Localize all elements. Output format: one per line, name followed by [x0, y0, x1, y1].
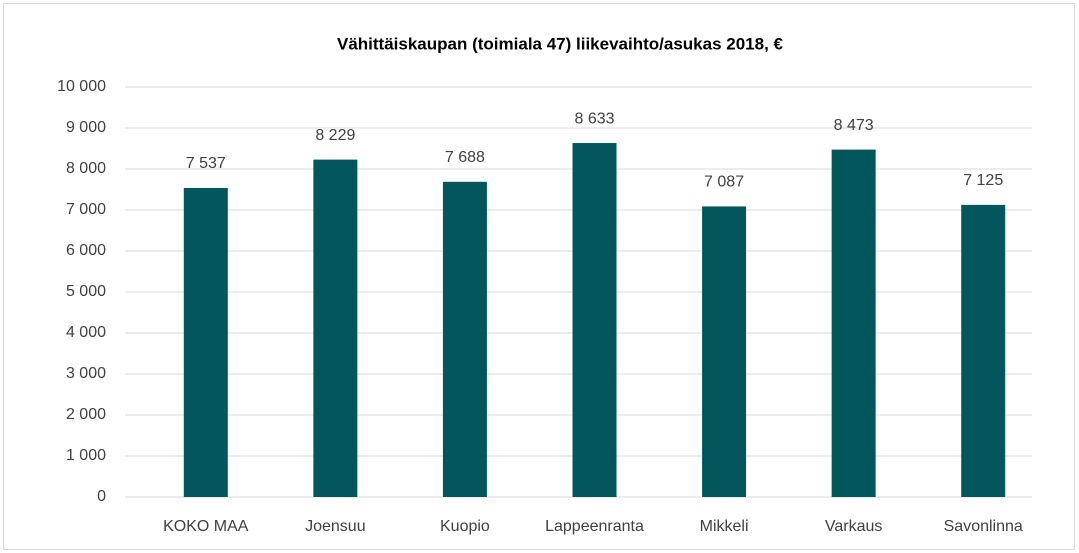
data-label: 7 087 — [704, 174, 744, 191]
chart-title: Vähittäiskaupan (toimiala 47) liikevaiht… — [337, 34, 784, 53]
y-tick-label: 0 — [97, 488, 106, 505]
data-label: 7 125 — [963, 172, 1003, 189]
bar — [442, 181, 487, 498]
bar — [961, 204, 1006, 497]
data-label: 7 537 — [186, 155, 226, 172]
y-tick-label: 6 000 — [66, 242, 106, 259]
bar — [572, 143, 617, 497]
y-tick-label: 2 000 — [66, 406, 106, 423]
bar — [183, 187, 228, 497]
y-tick-label: 4 000 — [66, 324, 106, 341]
x-tick-label: Varkaus — [825, 518, 883, 535]
bar — [702, 206, 747, 498]
x-tick-label: KOKO MAA — [163, 518, 249, 535]
bar — [831, 149, 876, 497]
y-tick-label: 9 000 — [66, 119, 106, 136]
x-tick-label: Savonlinna — [944, 518, 1023, 535]
data-label: 8 229 — [315, 127, 355, 144]
y-tick-label: 5 000 — [66, 283, 106, 300]
x-tick-label: Lappeenranta — [545, 518, 644, 535]
y-tick-label: 10 000 — [57, 78, 106, 95]
x-tick-label: Mikkeli — [700, 518, 749, 535]
y-tick-label: 1 000 — [66, 447, 106, 464]
y-tick-label: 3 000 — [66, 365, 106, 382]
bar — [313, 159, 358, 497]
y-tick-label: 8 000 — [66, 160, 106, 177]
data-label: 8 633 — [574, 110, 614, 127]
y-tick-label: 7 000 — [66, 201, 106, 218]
data-label: 8 473 — [834, 117, 874, 134]
chart-frame — [3, 3, 1075, 550]
data-label: 7 688 — [445, 149, 485, 166]
x-tick-label: Kuopio — [440, 518, 490, 535]
x-tick-label: Joensuu — [305, 518, 366, 535]
